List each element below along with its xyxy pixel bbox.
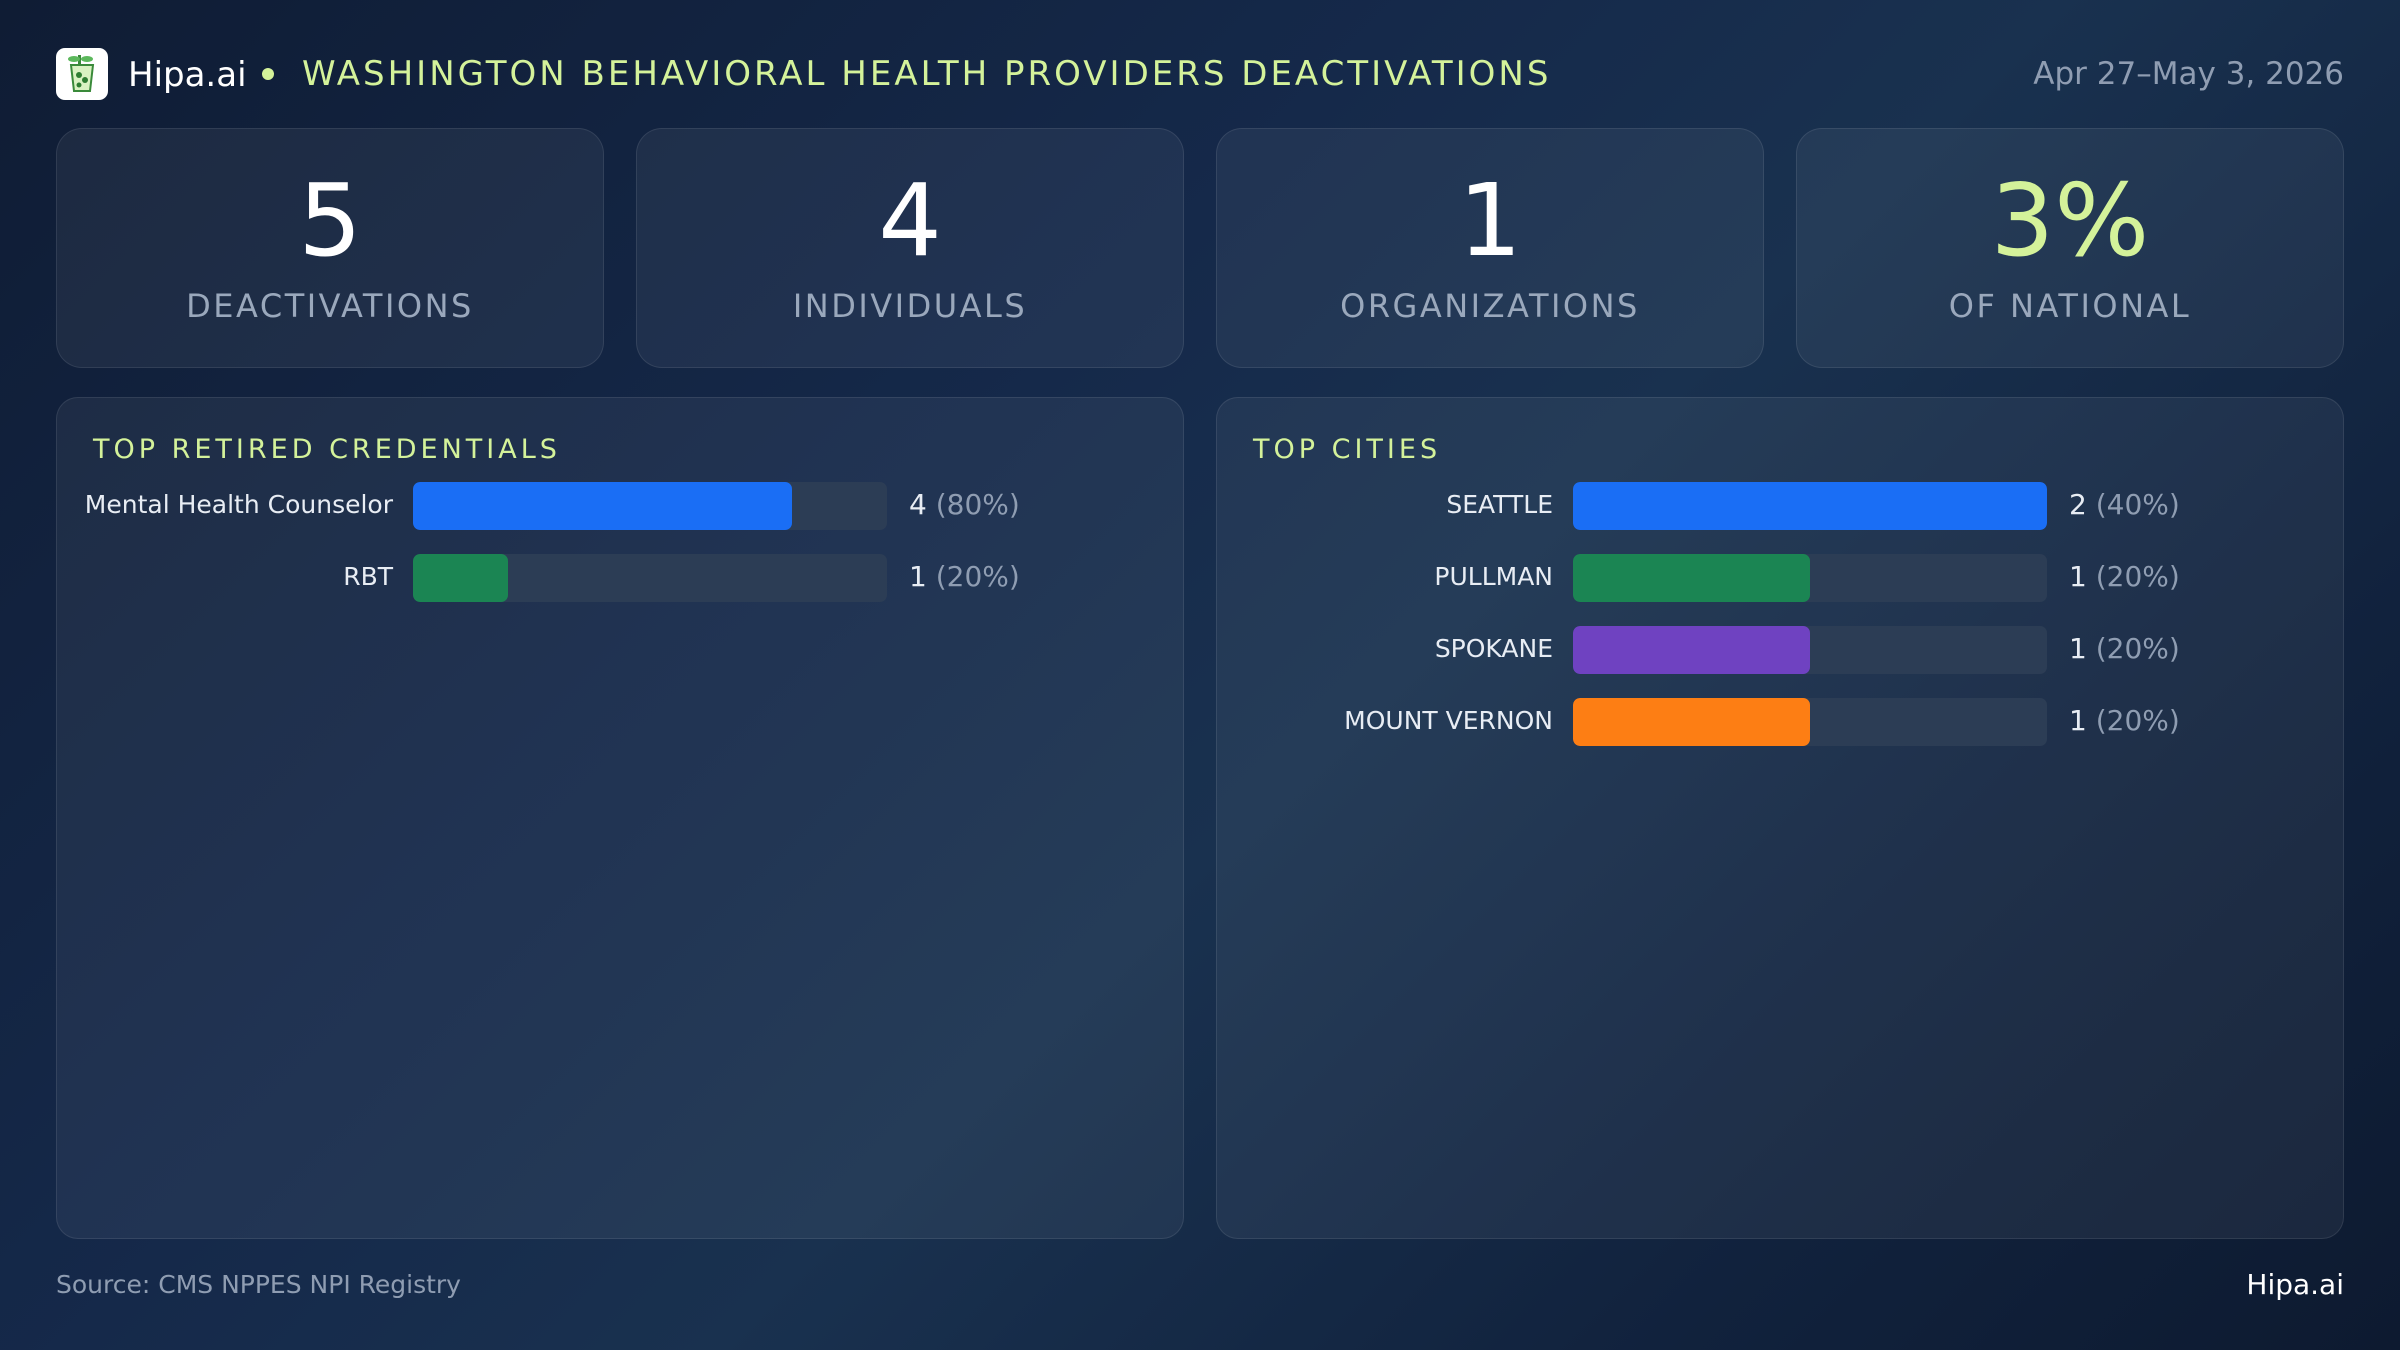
bar-value-label: 1 (20%)	[2069, 704, 2180, 737]
kpi-card-national-share: 3% OF NATIONAL	[1796, 128, 2344, 368]
bar-track	[1573, 554, 2047, 602]
report-title: WASHINGTON BEHAVIORAL HEALTH PROVIDERS D…	[302, 54, 1552, 94]
bar-value-label: 4 (80%)	[909, 488, 1020, 521]
separator-dot	[262, 68, 274, 80]
bar-value-label: 1 (20%)	[2069, 560, 2180, 593]
brand-name: Hipa.ai	[128, 55, 247, 95]
header: Hipa.ai WASHINGTON BEHAVIORAL HEALTH PRO…	[56, 48, 2344, 102]
kpi-label: INDIVIDUALS	[792, 287, 1028, 325]
bar-percent: (80%)	[935, 488, 1020, 521]
date-range: Apr 27–May 3, 2026	[2033, 56, 2344, 92]
credentials-panel: TOP RETIRED CREDENTIALS Mental Health Co…	[56, 397, 1184, 1239]
kpi-value: 5	[298, 162, 362, 279]
bar-label: Mental Health Counselor	[84, 490, 393, 519]
kpi-label: ORGANIZATIONS	[1340, 287, 1640, 325]
bar-count: 1	[2069, 560, 2087, 593]
source-note: Source: CMS NPPES NPI Registry	[56, 1270, 461, 1299]
bar-value-label: 1 (20%)	[2069, 632, 2180, 665]
bar-label: SPOKANE	[1434, 634, 1553, 663]
bar-count: 1	[909, 560, 927, 593]
bar	[413, 554, 508, 602]
footer-brand: Hipa.ai	[2246, 1268, 2344, 1301]
bar-percent: (20%)	[2095, 560, 2180, 593]
panel-title: TOP RETIRED CREDENTIALS	[93, 434, 561, 465]
bar	[1573, 554, 1810, 602]
kpi-label: OF NATIONAL	[1948, 287, 2192, 325]
bar-percent: (20%)	[2095, 632, 2180, 665]
bar-value-label: 1 (20%)	[909, 560, 1020, 593]
kpi-value: 3%	[1990, 162, 2150, 279]
bar-percent: (40%)	[2095, 488, 2180, 521]
bar-label: PULLMAN	[1434, 562, 1553, 591]
kpi-card-organizations: 1 ORGANIZATIONS	[1216, 128, 1764, 368]
bar-label: RBT	[343, 562, 393, 591]
bar-row: RBT 1 (20%)	[57, 554, 1185, 602]
kpi-card-deactivations: 5 DEACTIVATIONS	[56, 128, 604, 368]
bar-track	[1573, 698, 2047, 746]
bar-label: MOUNT VERNON	[1344, 706, 1553, 735]
kpi-value: 1	[1458, 162, 1522, 279]
kpi-label: DEACTIVATIONS	[186, 287, 474, 325]
logo	[56, 48, 108, 100]
drink-cup-icon	[68, 55, 95, 92]
bar-track	[413, 554, 887, 602]
kpi-card-individuals: 4 INDIVIDUALS	[636, 128, 1184, 368]
bar-percent: (20%)	[935, 560, 1020, 593]
bar-percent: (20%)	[2095, 704, 2180, 737]
bar-label: SEATTLE	[1446, 490, 1553, 519]
bar-count: 4	[909, 488, 927, 521]
bar-count: 2	[2069, 488, 2087, 521]
bar-row: SPOKANE 1 (20%)	[1217, 626, 2345, 674]
panel-title: TOP CITIES	[1253, 434, 1442, 465]
bar-row: SEATTLE 2 (40%)	[1217, 482, 2345, 530]
kpi-value: 4	[878, 162, 942, 279]
bar-track	[413, 482, 887, 530]
bar	[1573, 698, 1810, 746]
bar-row: MOUNT VERNON 1 (20%)	[1217, 698, 2345, 746]
bar-value-label: 2 (40%)	[2069, 488, 2180, 521]
bar	[1573, 482, 2047, 530]
bar-track	[1573, 626, 2047, 674]
bar-count: 1	[2069, 704, 2087, 737]
bar-count: 1	[2069, 632, 2087, 665]
bar	[413, 482, 792, 530]
bar	[1573, 626, 1810, 674]
bar-row: PULLMAN 1 (20%)	[1217, 554, 2345, 602]
bar-track	[1573, 482, 2047, 530]
bar-row: Mental Health Counselor 4 (80%)	[57, 482, 1185, 530]
cities-panel: TOP CITIES SEATTLE 2 (40%) PULLMAN 1 (20%) S…	[1216, 397, 2344, 1239]
